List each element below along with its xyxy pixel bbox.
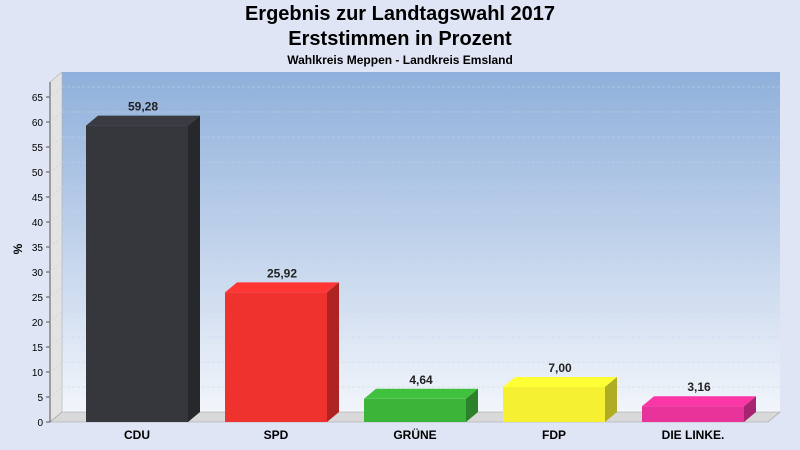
y-tick-label: 25	[32, 293, 44, 304]
y-tick-label: 10	[32, 368, 44, 379]
chart-title: Ergebnis zur Landtagswahl 2017	[244, 3, 556, 25]
gridlines	[49, 86, 780, 398]
y-axis: 0 5 10 15 20 25 30 35 40 45 50 55 60 65	[32, 93, 50, 429]
x-tick-label: SPD	[264, 428, 289, 442]
bar-side	[327, 282, 339, 422]
y-tick-label: 5	[37, 393, 43, 404]
gridline-side	[49, 261, 63, 273]
bar-side	[188, 115, 200, 422]
left-wall	[49, 71, 63, 423]
bar-spd: 25,92	[225, 266, 339, 422]
gridline-side	[49, 111, 63, 123]
gridline-side	[49, 311, 63, 323]
gridline-side	[49, 136, 63, 148]
gridline-side	[49, 361, 63, 373]
bar-top	[225, 282, 339, 293]
bar-side	[466, 388, 478, 422]
y-tick-label: 20	[32, 318, 44, 329]
bar-value-label: 7,00	[548, 361, 572, 375]
gridline-side	[49, 336, 63, 348]
y-tick-label: 0	[37, 418, 43, 429]
bar-front	[86, 125, 188, 422]
y-tick-label: 50	[32, 168, 44, 179]
gridline-side	[49, 236, 63, 248]
bar-value-label: 3,16	[687, 380, 711, 394]
x-axis: CDU SPD GRÜNE FDP DIE LINKE.	[124, 427, 724, 442]
y-tick-label: 40	[32, 218, 44, 229]
y-tick-label: 45	[32, 193, 44, 204]
y-tick-label: 65	[32, 93, 44, 104]
x-tick-label: DIE LINKE.	[662, 428, 725, 442]
gridline-side	[49, 286, 63, 298]
bar-side	[744, 396, 756, 422]
gridline-side	[49, 211, 63, 223]
bar-cdu: 59,28	[86, 100, 200, 422]
bar-front	[364, 398, 466, 422]
y-tick-label: 35	[32, 243, 44, 254]
y-tick-label: 60	[32, 118, 44, 129]
gridline-side	[49, 86, 63, 98]
bar-fdp: 7,00	[503, 361, 617, 422]
gridline-side	[49, 386, 63, 398]
y-tick-label: 15	[32, 343, 44, 354]
gridline-side	[49, 186, 63, 198]
bar-value-label: 4,64	[409, 373, 433, 387]
bar-top	[364, 388, 478, 399]
chart-subtitle: Erststimmen in Prozent	[288, 28, 512, 50]
bar-top	[86, 115, 200, 126]
y-axis-label: %	[11, 243, 25, 254]
bar-front	[642, 406, 744, 422]
x-tick-label: GRÜNE	[393, 427, 436, 442]
bar-gr-ne: 4,64	[364, 373, 478, 422]
bar-front	[503, 387, 605, 422]
x-tick-label: CDU	[124, 428, 150, 442]
x-tick-label: FDP	[542, 428, 566, 442]
bar-value-label: 59,28	[128, 100, 158, 114]
bar-top	[503, 377, 617, 387]
bar-value-label: 25,92	[267, 266, 297, 280]
bar-die-linke: 3,16	[642, 380, 756, 422]
bar-top	[642, 396, 756, 407]
y-tick-label: 30	[32, 268, 44, 279]
chart-district-label: Wahlkreis Meppen - Landkreis Emsland	[287, 53, 513, 67]
y-tick-label: 55	[32, 143, 44, 154]
bar-side	[605, 377, 617, 422]
gridline-side	[49, 161, 63, 173]
bar-front	[225, 292, 327, 422]
bars: 59,28 25,92 4,64 7,00 3,16	[86, 100, 756, 422]
